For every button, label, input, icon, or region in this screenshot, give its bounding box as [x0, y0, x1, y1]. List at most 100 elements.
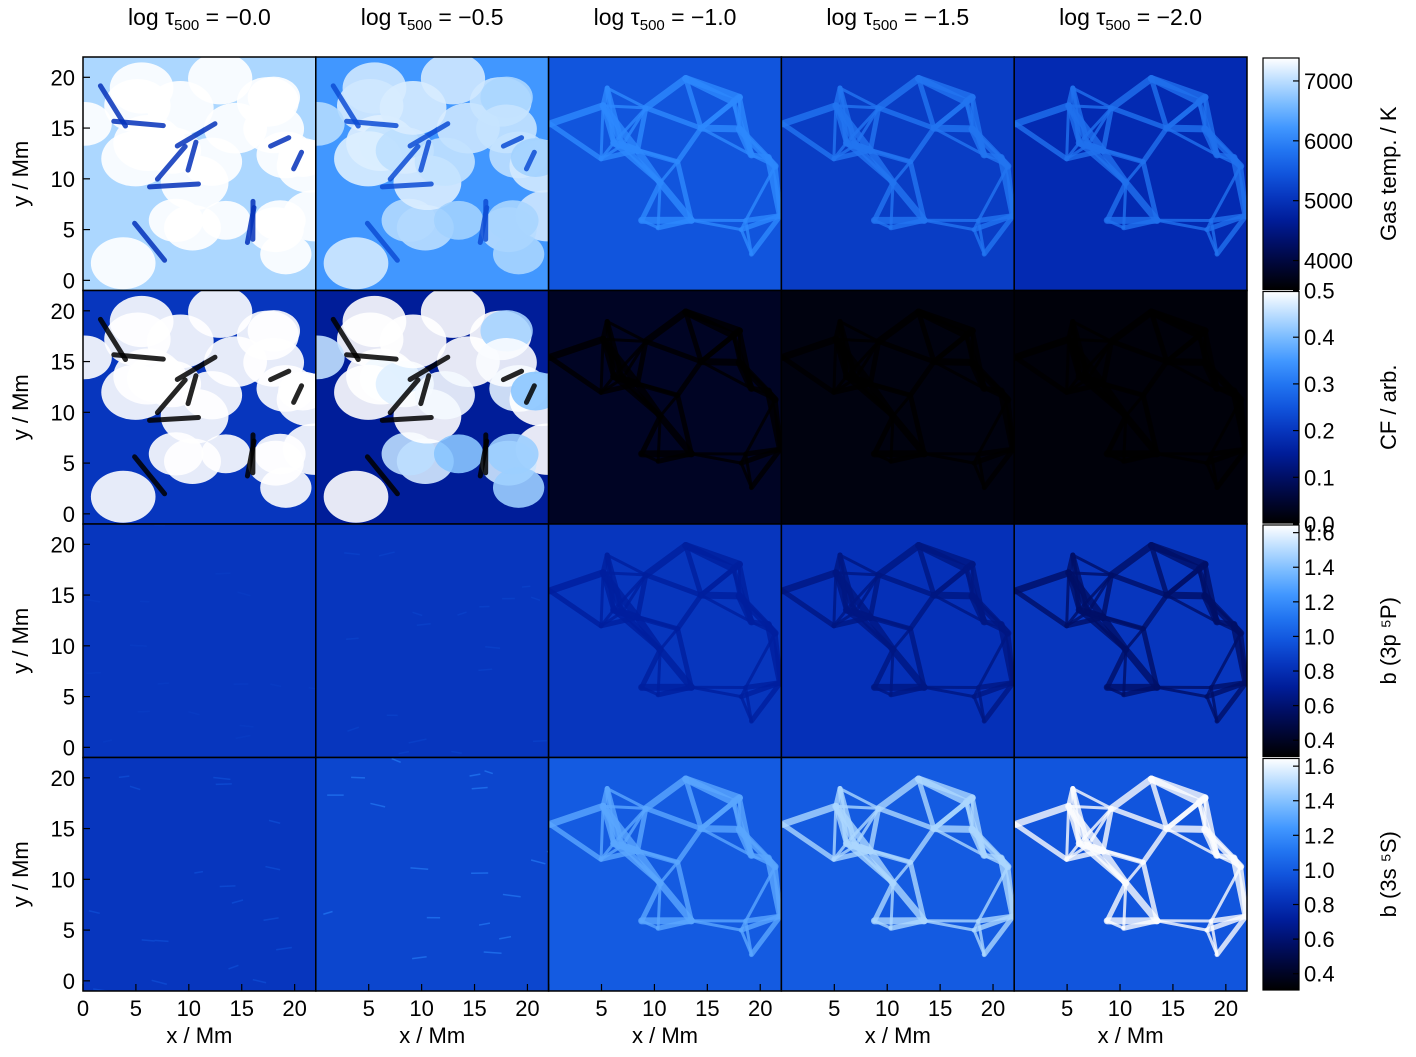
x-tick-label: 20 — [748, 996, 772, 1021]
network-lane — [1124, 393, 1145, 418]
network-lane — [1208, 680, 1248, 691]
network-lane — [1231, 622, 1244, 636]
network-lane — [866, 613, 897, 654]
faint-streak — [469, 773, 481, 777]
network-lane — [932, 593, 986, 624]
network-lane — [1140, 159, 1160, 223]
x-tick-label: 5 — [1061, 996, 1073, 1021]
network-lane — [832, 571, 838, 628]
intergranular-lane — [379, 181, 434, 190]
intergranular-lane — [387, 377, 421, 416]
heatmap-panels — [82, 56, 1248, 992]
y-tick-label: 15 — [51, 817, 75, 842]
granule — [181, 371, 243, 420]
colorbar-label: CF / arb. — [1376, 364, 1401, 450]
network-lane — [635, 614, 681, 632]
network-lane — [1064, 147, 1106, 162]
x-axis-label: x / Mm — [632, 1023, 698, 1048]
colorbar-tick-label: 0.2 — [1304, 419, 1335, 444]
faint-streak — [532, 739, 548, 743]
y-tick-label: 0 — [63, 969, 75, 994]
colorbar-tick-label: 0.8 — [1304, 893, 1335, 918]
network-lane — [915, 308, 976, 335]
network-lane — [838, 553, 881, 577]
network-lane — [976, 398, 1010, 456]
x-tick-label: 20 — [981, 996, 1005, 1021]
x-tick-label: 10 — [875, 996, 899, 1021]
intergranular-lane — [185, 139, 199, 173]
network-lane — [975, 446, 1015, 457]
network-lane — [643, 105, 704, 131]
heatmap-panel — [548, 290, 782, 524]
network-lane — [656, 412, 695, 458]
y-tick-label: 15 — [51, 116, 75, 141]
network-lane — [932, 126, 986, 157]
network-lane — [604, 85, 626, 148]
network-lane — [916, 76, 937, 131]
faint-streak — [485, 645, 501, 649]
network-lane — [689, 685, 743, 699]
network-lane — [744, 919, 753, 957]
heatmap-panel — [548, 57, 782, 291]
intergranular-lane — [407, 121, 451, 149]
colorbar-tick-label: 1.2 — [1304, 823, 1335, 848]
network-lane — [1209, 164, 1243, 223]
faint-streak — [228, 964, 239, 970]
heatmap-panel — [83, 57, 316, 291]
network-lane — [675, 859, 694, 924]
network-lane — [866, 380, 897, 420]
intergranular-lane — [523, 149, 537, 172]
network-lane — [975, 680, 1015, 691]
network-lane — [889, 646, 928, 691]
faint-streak — [451, 750, 462, 755]
network-lane — [930, 124, 976, 133]
network-lane — [915, 542, 976, 568]
column-titles: log τ500 = −0.0 log τ500 = −0.5 log τ500 =… — [128, 4, 1202, 34]
heatmap-panel — [548, 757, 782, 991]
colorbars: 4000 5000 6000 7000 Gas temp. / K 0.0 0.1 0.2 0.… — [1262, 57, 1401, 991]
intergranular-lane — [500, 368, 525, 383]
granule — [90, 470, 156, 523]
network-lane — [1140, 125, 1170, 165]
network-lane — [634, 847, 664, 887]
faint-streak — [129, 785, 141, 791]
colorbar-tick-label: 1.6 — [1304, 754, 1335, 779]
network-lane — [1014, 102, 1073, 128]
network-lane — [605, 320, 648, 343]
faint-streak — [471, 786, 488, 790]
network-lane — [658, 393, 680, 418]
network-lane — [743, 446, 782, 457]
network-lane — [1147, 75, 1209, 101]
network-lane — [1108, 805, 1170, 832]
network-lane — [907, 859, 927, 924]
network-lane — [1124, 860, 1145, 885]
intergranular-lane — [418, 139, 432, 173]
network-lane — [737, 827, 770, 860]
faint-streak — [412, 956, 427, 960]
network-lane — [831, 381, 873, 395]
network-lane — [1099, 380, 1130, 420]
network-lane — [683, 76, 704, 131]
faint-streak — [398, 750, 410, 755]
column-title: log τ500 = −0.0 — [128, 4, 271, 34]
heatmap-panel — [315, 524, 549, 758]
network-lane — [837, 786, 858, 849]
network-lane — [1108, 572, 1170, 598]
network-lane — [997, 854, 1015, 920]
network-lane — [1107, 308, 1155, 345]
heatmap-panel — [781, 524, 1015, 758]
faint-streak — [102, 739, 113, 743]
faint-streak — [88, 909, 100, 915]
granule — [181, 137, 243, 186]
faint-streak — [276, 946, 292, 951]
network-lane — [853, 806, 881, 848]
network-lane — [1124, 627, 1145, 652]
y-axes: 0 5 10 15 20 y / Mm 0 5 10 15 20 y / Mm 0 5 10 15 20 y / … — [8, 65, 90, 994]
faint-streak — [237, 591, 251, 597]
faint-streak — [530, 859, 546, 865]
network-lane — [643, 572, 704, 598]
network-lane — [867, 848, 913, 865]
network-lane — [748, 913, 782, 958]
colorbar-tick-label: 0.4 — [1304, 728, 1335, 753]
faint-streak — [231, 899, 244, 904]
